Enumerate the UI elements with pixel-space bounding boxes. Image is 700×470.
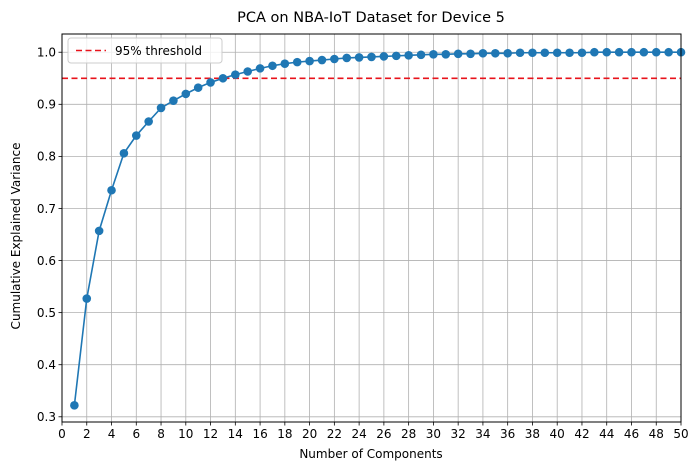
data-point <box>305 56 314 66</box>
chart-title: PCA on NBA-IoT Dataset for Device 5 <box>237 10 505 26</box>
legend: 95% threshold <box>67 37 223 64</box>
x-tick-label: 50 <box>673 427 688 441</box>
data-point <box>354 53 364 62</box>
x-tick-label: 22 <box>327 427 342 441</box>
plot-frame <box>61 33 682 423</box>
data-point <box>119 148 129 158</box>
data-point <box>453 49 463 59</box>
data-point <box>441 50 451 59</box>
data-point <box>552 48 562 58</box>
data-point <box>342 53 352 63</box>
data-point <box>515 48 525 58</box>
x-tick-label: 38 <box>525 427 540 441</box>
data-point <box>540 48 550 58</box>
data-point <box>268 61 277 71</box>
legend-box <box>67 37 223 64</box>
data-point <box>404 51 413 60</box>
data-point <box>565 48 574 58</box>
x-tick-label: 2 <box>83 427 91 441</box>
data-point <box>491 48 500 58</box>
x-tick-label: 44 <box>599 427 614 441</box>
x-axis-ticks: 0 2 4 6 8 10 12 14 16 18 20 22 24 26 28 30 32 34 36 38 40 42 4… <box>58 422 689 441</box>
x-tick-label: 26 <box>376 427 391 441</box>
grid <box>61 34 682 422</box>
data-point <box>664 47 673 57</box>
y-tick-label: 0.8 <box>37 150 56 164</box>
y-axis-ticks: 0.3 0.4 0.5 0.6 0.7 0.8 0.9 1.0 <box>37 46 62 424</box>
x-tick-label: 46 <box>624 427 639 441</box>
x-tick-label: 34 <box>475 427 490 441</box>
y-axis-label: Cumulative Explained Variance <box>9 143 23 330</box>
data-point <box>169 96 178 105</box>
data-point <box>379 52 389 61</box>
x-tick-label: 42 <box>574 427 589 441</box>
y-tick-label: 1.0 <box>37 46 56 60</box>
plot-area-background <box>62 34 681 422</box>
data-point <box>627 47 636 57</box>
data-point <box>577 48 587 58</box>
x-tick-label: 48 <box>649 427 664 441</box>
data-point <box>639 47 649 57</box>
x-tick-label: 36 <box>500 427 515 441</box>
series-layer <box>70 47 686 410</box>
x-tick-label: 10 <box>178 427 193 441</box>
data-point <box>280 59 290 68</box>
data-point <box>255 64 265 73</box>
data-point <box>503 48 512 58</box>
x-tick-label: 18 <box>277 427 292 441</box>
x-tick-label: 14 <box>228 427 243 441</box>
y-tick-label: 0.7 <box>37 202 56 216</box>
legend-threshold-label: 95% threshold <box>115 44 202 58</box>
data-point <box>70 401 79 410</box>
x-tick-label: 12 <box>203 427 218 441</box>
x-tick-label: 32 <box>451 427 466 441</box>
data-point <box>206 78 215 87</box>
data-point <box>243 67 252 76</box>
data-point <box>590 47 599 57</box>
data-point <box>181 89 191 99</box>
y-tick-label: 0.5 <box>37 306 56 320</box>
x-tick-label: 40 <box>550 427 565 441</box>
data-point <box>292 57 302 67</box>
data-point <box>193 83 203 92</box>
data-point <box>391 51 401 61</box>
y-tick-label: 0.6 <box>37 254 56 268</box>
data-point <box>429 50 438 59</box>
data-point <box>144 117 153 126</box>
data-point <box>614 47 624 57</box>
data-point <box>131 131 141 140</box>
x-tick-label: 0 <box>58 427 66 441</box>
x-tick-label: 28 <box>401 427 416 441</box>
data-point <box>94 226 104 236</box>
y-tick-label: 0.9 <box>37 98 56 112</box>
data-point <box>156 103 166 113</box>
data-point <box>317 55 327 65</box>
data-point <box>330 54 339 64</box>
data-point <box>478 48 488 58</box>
x-tick-label: 30 <box>426 427 441 441</box>
x-tick-label: 8 <box>157 427 165 441</box>
y-tick-label: 0.4 <box>37 358 56 372</box>
x-tick-label: 20 <box>302 427 317 441</box>
data-point <box>602 47 612 57</box>
data-point <box>231 70 240 79</box>
x-axis-label: Number of Components <box>299 447 442 461</box>
data-point <box>416 50 426 60</box>
data-point <box>218 73 228 83</box>
x-tick-label: 6 <box>132 427 140 441</box>
data-point <box>651 47 661 57</box>
x-tick-label: 16 <box>252 427 267 441</box>
data-point <box>528 48 537 58</box>
data-point <box>466 49 475 59</box>
x-tick-label: 24 <box>351 427 366 441</box>
data-point <box>82 294 92 303</box>
y-tick-label: 0.3 <box>37 410 56 424</box>
x-tick-label: 4 <box>108 427 116 441</box>
data-point <box>107 185 116 195</box>
data-point <box>367 52 376 62</box>
